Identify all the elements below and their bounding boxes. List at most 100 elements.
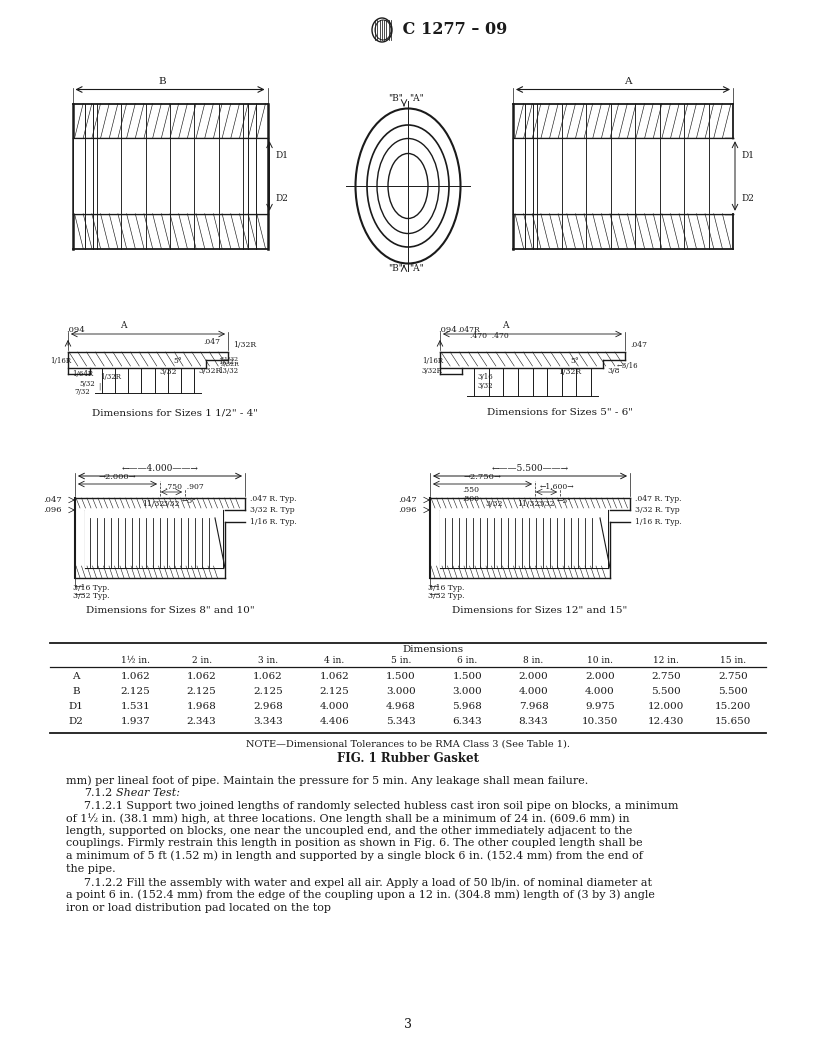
Text: B: B <box>72 687 80 696</box>
Text: ←——4.000——→: ←——4.000——→ <box>122 464 198 473</box>
Text: 3/32: 3/32 <box>159 367 177 376</box>
Text: 1½ in.: 1½ in. <box>121 656 149 665</box>
Text: 2.125: 2.125 <box>187 687 216 696</box>
Text: 7.968: 7.968 <box>519 702 548 711</box>
Text: ←5": ←5" <box>182 497 197 505</box>
Text: 1/32R: 1/32R <box>100 373 121 381</box>
Text: 1.531: 1.531 <box>120 702 150 711</box>
Text: 15.200: 15.200 <box>715 702 751 711</box>
Text: 3/16 Typ.: 3/16 Typ. <box>73 584 109 592</box>
Text: D2: D2 <box>69 717 83 727</box>
Text: 5/32: 5/32 <box>79 380 95 388</box>
Text: →2.750→: →2.750→ <box>463 473 502 480</box>
Bar <box>440 508 608 568</box>
Text: A: A <box>73 672 80 681</box>
Text: "A": "A" <box>409 94 424 103</box>
Text: 1/16R: 1/16R <box>422 357 443 365</box>
Text: 3/32 Typ.: 3/32 Typ. <box>73 592 109 600</box>
Text: D2: D2 <box>741 194 754 204</box>
Text: 6.343: 6.343 <box>452 717 482 727</box>
Text: 5.968: 5.968 <box>452 702 482 711</box>
Text: 11/32: 11/32 <box>517 499 539 508</box>
Text: 3/32: 3/32 <box>477 382 493 390</box>
Text: 1/32R: 1/32R <box>558 367 582 376</box>
Text: .047 R. Typ.: .047 R. Typ. <box>635 495 681 503</box>
Text: 4 in.: 4 in. <box>324 656 344 665</box>
Text: 8 in.: 8 in. <box>524 656 543 665</box>
Text: 1/16 R. Typ.: 1/16 R. Typ. <box>635 518 681 526</box>
Text: |: | <box>98 382 100 390</box>
Text: B: B <box>158 77 166 87</box>
Text: 11/32
3/32R: 11/32 3/32R <box>220 356 239 367</box>
Text: length, supported on blocks, one near the uncoupled end, and the other immediate: length, supported on blocks, one near th… <box>66 826 632 836</box>
Text: 3/16 Typ.: 3/16 Typ. <box>428 584 464 592</box>
Text: "A": "A" <box>409 264 424 274</box>
Text: .047: .047 <box>203 338 220 346</box>
Text: 3/32: 3/32 <box>485 499 503 508</box>
Text: 5 in.: 5 in. <box>391 656 411 665</box>
Text: the pipe.: the pipe. <box>66 864 116 873</box>
Text: 3.000: 3.000 <box>386 687 415 696</box>
Text: 10.350: 10.350 <box>582 717 619 727</box>
Text: iron or load distribution pad located on the top: iron or load distribution pad located on… <box>66 903 331 913</box>
Text: A: A <box>120 321 126 329</box>
Text: .096: .096 <box>43 506 61 514</box>
Text: 3/32: 3/32 <box>537 499 555 508</box>
Text: 3/32R: 3/32R <box>198 367 221 375</box>
Text: 1/16 R. Typ.: 1/16 R. Typ. <box>250 518 297 526</box>
Text: 3 in.: 3 in. <box>258 656 278 665</box>
Text: 15 in.: 15 in. <box>720 656 746 665</box>
Text: 5.500: 5.500 <box>718 687 747 696</box>
Text: Dimensions for Sizes 5" - 6": Dimensions for Sizes 5" - 6" <box>487 408 633 417</box>
Text: 12 in.: 12 in. <box>654 656 680 665</box>
Text: 4.000: 4.000 <box>320 702 349 711</box>
Text: 2.750: 2.750 <box>718 672 747 681</box>
Text: 1/16R: 1/16R <box>50 357 71 365</box>
Text: ←5": ←5" <box>557 497 572 505</box>
Text: "B": "B" <box>388 264 403 274</box>
Text: .096: .096 <box>398 506 416 514</box>
Text: C 1277 – 09: C 1277 – 09 <box>397 21 508 38</box>
Text: 3.000: 3.000 <box>452 687 482 696</box>
Text: 8.343: 8.343 <box>519 717 548 727</box>
Text: a minimum of 5 ft (1.52 m) in length and supported by a single block 6 in. (152.: a minimum of 5 ft (1.52 m) in length and… <box>66 850 643 861</box>
Text: 1.500: 1.500 <box>452 672 482 681</box>
Text: 1.062: 1.062 <box>253 672 283 681</box>
Text: 5°: 5° <box>173 357 182 365</box>
Text: .750  .907: .750 .907 <box>165 483 204 491</box>
Text: 15.650: 15.650 <box>715 717 751 727</box>
Text: .047: .047 <box>43 496 62 504</box>
Text: 9.975: 9.975 <box>585 702 615 711</box>
Text: 10 in.: 10 in. <box>587 656 613 665</box>
Text: 7.1.2.2 Fill the assembly with water and expel all air. Apply a load of 50 lb/in: 7.1.2.2 Fill the assembly with water and… <box>84 878 652 888</box>
Text: 4.000: 4.000 <box>585 687 615 696</box>
Text: 2.000: 2.000 <box>519 672 548 681</box>
Text: D1: D1 <box>276 151 289 159</box>
Text: 7.1.2.1 Support two joined lengths of randomly selected hubless cast iron soil p: 7.1.2.1 Support two joined lengths of ra… <box>84 802 678 811</box>
Text: 1.062: 1.062 <box>120 672 150 681</box>
Bar <box>85 508 223 568</box>
Text: 1/32R: 1/32R <box>233 341 256 348</box>
Text: 2.000: 2.000 <box>585 672 615 681</box>
Text: .047: .047 <box>630 341 647 348</box>
Text: 1.062: 1.062 <box>187 672 216 681</box>
Text: couplings. Firmly restrain this length in position as shown in Fig. 6. The other: couplings. Firmly restrain this length i… <box>66 838 643 849</box>
Text: .470  .470: .470 .470 <box>470 332 508 340</box>
Bar <box>73 138 267 213</box>
Text: 3/32 R. Typ: 3/32 R. Typ <box>250 506 295 514</box>
Text: 3/32 R. Typ: 3/32 R. Typ <box>635 506 680 514</box>
Text: 2.125: 2.125 <box>120 687 150 696</box>
Text: D1: D1 <box>69 702 83 711</box>
Text: .094: .094 <box>438 326 457 334</box>
Text: 7/32: 7/32 <box>74 388 90 396</box>
Text: 3/32 Typ.: 3/32 Typ. <box>428 592 464 600</box>
Text: 12.430: 12.430 <box>648 717 685 727</box>
Text: .047R: .047R <box>457 326 480 334</box>
Text: Dimensions for Sizes 12" and 15": Dimensions for Sizes 12" and 15" <box>452 606 628 615</box>
Text: 12.000: 12.000 <box>648 702 685 711</box>
Text: 3/8: 3/8 <box>607 367 619 375</box>
Text: 1.062: 1.062 <box>320 672 349 681</box>
Text: ←1.600→: ←1.600→ <box>540 483 574 491</box>
Text: 2.343: 2.343 <box>187 717 216 727</box>
Text: A: A <box>502 321 508 329</box>
